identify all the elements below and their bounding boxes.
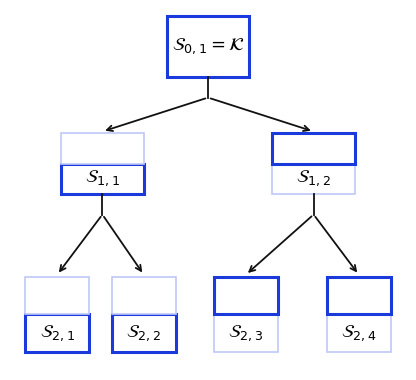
Bar bbox=[214, 277, 278, 315]
Bar bbox=[112, 315, 176, 352]
Bar bbox=[214, 315, 278, 352]
Bar bbox=[272, 133, 355, 164]
Bar bbox=[272, 164, 355, 194]
Text: $\mathcal{S}_{2,4}$: $\mathcal{S}_{2,4}$ bbox=[341, 323, 376, 343]
Bar bbox=[61, 133, 144, 164]
Text: $\mathcal{S}_{1,1}$: $\mathcal{S}_{1,1}$ bbox=[85, 169, 120, 188]
Text: $\mathcal{S}_{2,1}$: $\mathcal{S}_{2,1}$ bbox=[40, 323, 74, 343]
Bar bbox=[112, 277, 176, 315]
Text: $\mathcal{S}_{0,1} = \mathcal{K}$: $\mathcal{S}_{0,1} = \mathcal{K}$ bbox=[171, 37, 245, 57]
Bar bbox=[25, 277, 89, 315]
Text: $\mathcal{S}_{2,3}$: $\mathcal{S}_{2,3}$ bbox=[228, 323, 263, 343]
Bar bbox=[327, 277, 391, 315]
Bar bbox=[25, 315, 89, 352]
Bar bbox=[61, 164, 144, 194]
Text: $\mathcal{S}_{2,2}$: $\mathcal{S}_{2,2}$ bbox=[126, 323, 161, 343]
Bar bbox=[166, 16, 250, 77]
Text: $\mathcal{S}_{1,2}$: $\mathcal{S}_{1,2}$ bbox=[296, 169, 331, 188]
Bar bbox=[327, 315, 391, 352]
